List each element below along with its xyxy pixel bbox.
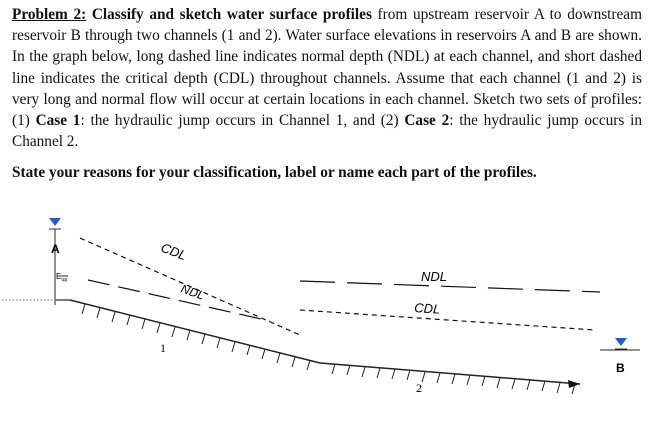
- problem-statement: Problem 2: Classify and sketch water sur…: [12, 4, 642, 152]
- case-1-text: : the hydraulic jump occurs in Channel 1…: [80, 112, 405, 130]
- channel-profile-diagram: A Eup B CDL NDL NDL CDL: [2, 218, 640, 395]
- channel-1-hatching: [81, 303, 311, 371]
- cdl-label-channel-2: CDL: [414, 300, 441, 317]
- downstream-end-marker: [568, 380, 580, 388]
- reservoir-b-label: B: [616, 361, 625, 375]
- critical-depth-line-channel-2: [299, 309, 596, 331]
- reservoir-a-water-marker: [49, 218, 61, 226]
- channel-2-label: 2: [416, 381, 422, 395]
- ndl-label-channel-2: NDL: [421, 269, 447, 284]
- case-1-label: Case 1: [35, 112, 81, 130]
- reservoir-b-water-marker: [615, 338, 627, 346]
- ndl-label-channel-1: NDL: [179, 282, 206, 303]
- normal-depth-line-channel-2: [299, 280, 601, 293]
- cdl-label-channel-1: CDL: [159, 240, 189, 263]
- question-text: State your reasons for your classificati…: [12, 164, 537, 181]
- channel-1-bed: [69, 299, 321, 364]
- channel-2-bed: [319, 362, 581, 385]
- case-2-text: : the hydraulic jump occurs in Channel 2…: [12, 112, 642, 151]
- reservoir-a-label: A: [51, 242, 60, 256]
- problem-heading: Classify and sketch water surface profil…: [91, 6, 372, 23]
- elevation-label-sub: up: [61, 277, 67, 283]
- problem-intro: from upstream reservoir A to downstream …: [12, 6, 642, 130]
- case-2-label: Case 2: [404, 112, 450, 130]
- elevation-label: Eup: [56, 272, 67, 283]
- problem-label: Problem 2:: [12, 6, 87, 23]
- channel-1-label: 1: [160, 341, 166, 355]
- normal-depth-line-channel-1: [87, 279, 271, 322]
- critical-depth-line-channel-1: [79, 237, 301, 336]
- channel-2-hatching: [331, 363, 576, 395]
